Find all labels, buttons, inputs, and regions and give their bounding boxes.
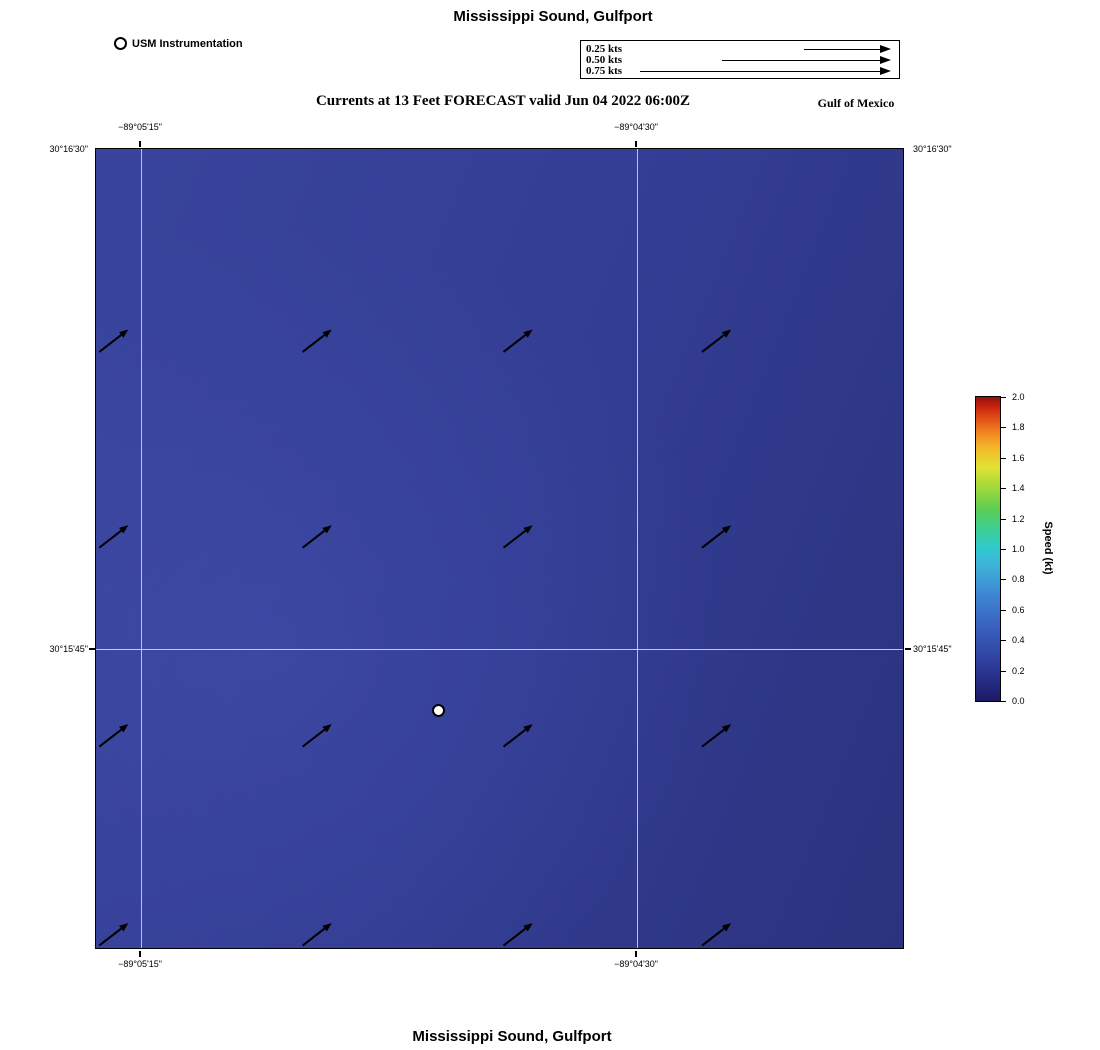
x-tick-label-bottom-2: −89°04'30": [614, 959, 658, 969]
axis-tick: [89, 648, 95, 650]
colorbar-tick-label: 1.0: [1012, 544, 1025, 554]
colorbar-tick: [1001, 427, 1006, 429]
colorbar-tick-label: 0.4: [1012, 635, 1025, 646]
station-legend-label: USM Instrumentation: [132, 37, 243, 50]
scale-row-050: 0.50 kts: [586, 55, 894, 66]
colorbar-tick: [1001, 640, 1006, 642]
speed-scale-legend: 0.25 kts 0.50 kts 0.75 kts: [580, 40, 900, 79]
colorbar-tick: [1001, 397, 1006, 398]
colorbar-tick: [1001, 518, 1006, 520]
scale-row-075: 0.75 kts: [586, 66, 894, 77]
colorbar-tick: [1001, 579, 1006, 581]
station-circle-icon: [114, 37, 127, 50]
axis-tick: [905, 648, 911, 650]
y-tick-label-left-1: 30°16'30": [49, 144, 88, 154]
scale-arrowhead-icon: [880, 67, 891, 75]
colorbar-tick: [1001, 701, 1006, 702]
colorbar-tick-label: 1.2: [1012, 513, 1025, 524]
y-tick-label-right-2: 30°15'45": [913, 644, 952, 654]
scale-label-025: 0.25 kts: [586, 43, 623, 55]
colorbar-tick: [1001, 670, 1006, 672]
colorbar-tick-label: 1.8: [1012, 422, 1025, 433]
x-tick-label-bottom-1: −89°05'15": [118, 959, 162, 969]
colorbar-tick-label: 0.8: [1012, 574, 1025, 585]
page-title: Mississippi Sound, Gulfport: [453, 8, 653, 25]
scale-label-050: 0.50 kts: [586, 54, 623, 66]
colorbar-tick: [1001, 609, 1006, 611]
bottom-page-title: Mississippi Sound, Gulfport: [412, 1028, 612, 1045]
axis-tick: [635, 951, 637, 957]
scale-label-075: 0.75 kts: [586, 65, 623, 77]
current-forecast-map: [95, 148, 904, 949]
x-tick-label-top-1: −89°05'15": [118, 122, 162, 132]
gridline-lat-1: [96, 649, 903, 650]
colorbar-tick-label: 1.4: [1012, 483, 1025, 494]
colorbar-axis-label: Speed (kt): [1042, 521, 1054, 575]
scale-arrow-line-025: [804, 49, 880, 50]
x-tick-label-top-2: −89°04'30": [614, 122, 658, 132]
y-tick-label-right-1: 30°16'30": [913, 144, 952, 154]
station-marker: [432, 704, 445, 717]
colorbar-tick-label: 0.0: [1012, 696, 1025, 706]
colorbar-tick-label: 1.6: [1012, 452, 1025, 463]
region-label: Gulf of Mexico: [817, 96, 895, 110]
station-legend: USM Instrumentation: [114, 37, 243, 50]
axis-tick: [139, 141, 141, 147]
gridline-lon-2: [637, 149, 638, 948]
colorbar-tick-label: 2.0: [1012, 392, 1025, 402]
colorbar-tick: [1001, 457, 1006, 459]
current-vectors: [98, 329, 732, 947]
scale-arrow-line-075: [640, 71, 880, 72]
scale-arrowhead-icon: [880, 56, 891, 64]
colorbar-tick: [1001, 488, 1006, 490]
scale-arrow-line-050: [722, 60, 880, 61]
colorbar-tick-label: 0.6: [1012, 604, 1025, 615]
axis-tick: [139, 951, 141, 957]
speed-colorbar: [975, 396, 1001, 702]
scale-row-025: 0.25 kts: [586, 44, 894, 55]
scale-arrowhead-icon: [880, 45, 891, 53]
colorbar-tick: [1001, 549, 1006, 550]
forecast-subtitle: Currents at 13 Feet FORECAST valid Jun 0…: [315, 93, 691, 109]
colorbar-ticks: 2.0 1.8 1.6 1.4 1.2 1.0 0.8 0.6 0.4 0.2 0.0: [1001, 392, 1041, 706]
y-tick-label-left-2: 30°15'45": [49, 644, 88, 654]
axis-tick: [635, 141, 637, 147]
gridline-lon-1: [141, 149, 142, 948]
colorbar-tick-label: 0.2: [1012, 665, 1025, 676]
